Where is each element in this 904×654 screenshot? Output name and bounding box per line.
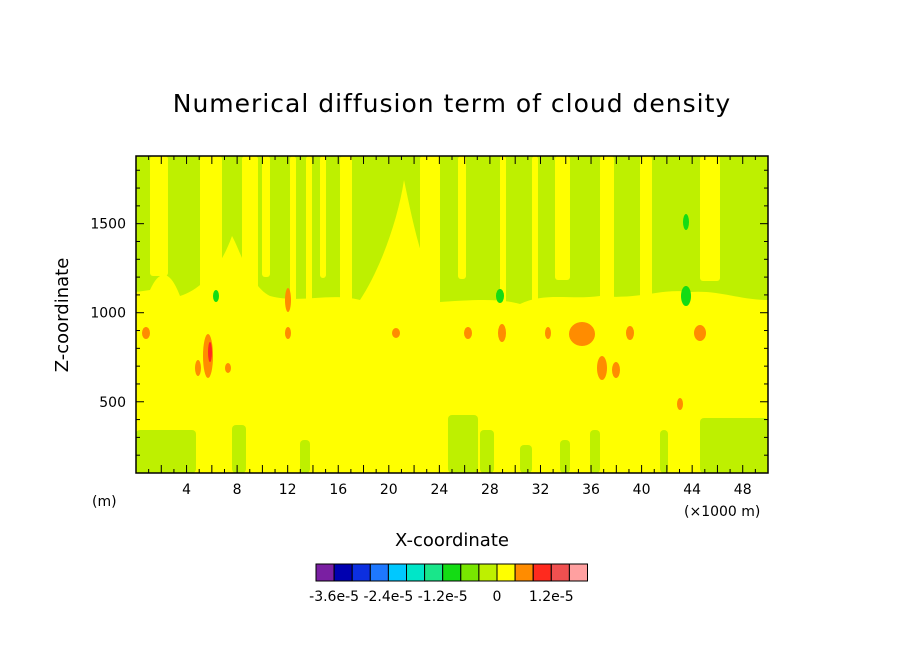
- field-spot-positive: [285, 327, 291, 339]
- colorbar-swatch: [532, 563, 552, 582]
- field-streak: [200, 156, 222, 313]
- x-axis-label: X-coordinate: [395, 530, 509, 551]
- field-spot-positive: [597, 356, 607, 380]
- field-spot-positive: [195, 360, 201, 376]
- field-spot-positive: [677, 398, 683, 410]
- y-axis-label: Z-coordinate: [52, 258, 73, 373]
- y-tick-label: 1500: [90, 217, 126, 233]
- x-tick-label: 40: [633, 482, 651, 498]
- colorbar-swatch: [369, 563, 389, 582]
- x-tick-label: 44: [683, 482, 701, 498]
- field-streak: [306, 156, 312, 351]
- colorbar-swatch: [424, 563, 444, 582]
- field-streak: [320, 156, 326, 278]
- x-tick-label: 4: [182, 482, 191, 498]
- colorbar-swatch: [315, 563, 335, 582]
- x-tick-label: 28: [481, 482, 499, 498]
- x-tick-label: 12: [279, 482, 297, 498]
- field-streak: [340, 156, 352, 315]
- x-tick-label: 24: [430, 482, 448, 498]
- field-region-lower: [232, 425, 246, 473]
- field-streak: [420, 156, 440, 352]
- field-spot-positive: [545, 327, 551, 339]
- x-tick-label: 16: [329, 482, 347, 498]
- colorbar-label: -1.2e-5: [418, 589, 468, 605]
- colorbar-label: 0: [493, 589, 502, 605]
- field-spot-negative: [683, 214, 689, 230]
- field-spot-positive: [626, 326, 634, 340]
- colorbar-swatch: [387, 563, 407, 582]
- field-spot-positive: [392, 328, 400, 338]
- field-streak: [290, 156, 296, 314]
- field-region-lower: [480, 430, 494, 473]
- field-streak: [262, 156, 270, 277]
- field-spot-positive: [694, 325, 706, 341]
- field-streak: [500, 156, 506, 316]
- x-tick-label: 48: [734, 482, 752, 498]
- field-spot-positive: [612, 362, 620, 378]
- colorbar: -3.6e-5 -2.4e-5 -1.2e-5 0 1.2e-5: [309, 563, 589, 605]
- field-spot-max: [208, 342, 212, 362]
- colorbar-label: -3.6e-5: [309, 589, 359, 605]
- field-region-lower: [520, 445, 532, 473]
- colorbar-swatch: [568, 563, 589, 582]
- y-tick-label: 500: [99, 395, 126, 411]
- field-region-lower: [590, 430, 600, 473]
- y-tick-label: 1000: [90, 306, 126, 322]
- field-region-lower: [700, 418, 768, 473]
- field-spot-positive: [285, 288, 291, 312]
- colorbar-swatch: [496, 563, 516, 582]
- field-streak: [600, 156, 614, 317]
- x-tick-label: 8: [233, 482, 242, 498]
- field-region-lower: [448, 415, 478, 473]
- field-spot-positive: [498, 324, 506, 342]
- x-tick-label: 20: [380, 482, 398, 498]
- field-spot-positive: [142, 327, 150, 339]
- plot-area: [136, 156, 768, 473]
- field-spot-positive: [464, 327, 472, 339]
- colorbar-swatch: [514, 563, 534, 582]
- field-spot-negative: [213, 290, 219, 302]
- field-streak: [150, 156, 168, 276]
- chart-title: Numerical diffusion term of cloud densit…: [173, 89, 731, 118]
- colorbar-label: -2.4e-5: [363, 589, 413, 605]
- colorbar-swatch: [442, 563, 462, 582]
- field-spot-negative: [496, 289, 504, 303]
- colorbar-swatch: [460, 563, 480, 582]
- colorbar-swatch: [478, 563, 498, 582]
- colorbar-label: 1.2e-5: [529, 589, 574, 605]
- colorbar-swatch: [406, 563, 426, 582]
- colorbar-swatch: [550, 563, 570, 582]
- x-unit-right: (×1000 m): [684, 504, 760, 520]
- field-streak: [700, 156, 720, 281]
- colorbar-swatch: [351, 563, 371, 582]
- field-streak: [532, 156, 538, 353]
- colorbar-swatch: [333, 563, 353, 582]
- x-unit-left: (m): [92, 494, 117, 510]
- field-streak: [242, 156, 258, 350]
- field-region-lower: [660, 430, 668, 473]
- field-streak: [555, 156, 570, 280]
- field-region-lower: [560, 440, 570, 473]
- field-spot-positive: [225, 363, 231, 373]
- field-streak: [640, 156, 652, 354]
- x-tick-label: 36: [582, 482, 600, 498]
- field-region-lower: [300, 440, 310, 473]
- field-spot-positive: [569, 322, 595, 346]
- field-spot-negative: [681, 286, 691, 306]
- field-streak: [458, 156, 466, 279]
- field-region-lower: [150, 440, 180, 473]
- x-tick-label: 32: [532, 482, 550, 498]
